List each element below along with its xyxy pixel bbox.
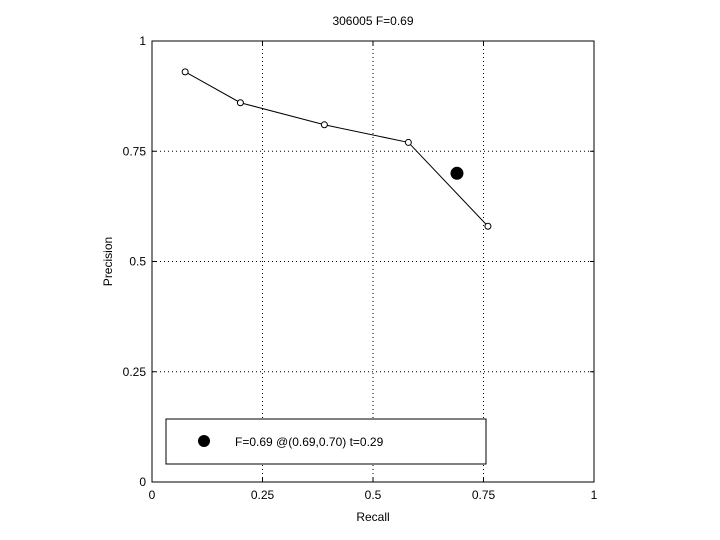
data-point — [320, 121, 328, 129]
legend-label: F=0.69 @(0.69,0.70) t=0.29 — [235, 435, 384, 449]
data-point — [404, 138, 412, 146]
y-tick-label: 0.5 — [129, 255, 146, 269]
legend-box — [165, 418, 487, 465]
data-series — [181, 68, 492, 230]
x-tick-label: 0.5 — [365, 488, 382, 502]
axis-ticks: 0 0.25 0.5 0.75 1 0 0.25 0.5 0.75 1 — [123, 34, 598, 502]
x-tick-label: 1 — [591, 488, 598, 502]
y-tick-label: 1 — [139, 34, 146, 48]
chart-title: 306005 F=0.69 — [332, 14, 413, 28]
data-point — [484, 222, 492, 230]
x-tick-label: 0.75 — [472, 488, 496, 502]
data-point — [181, 68, 189, 76]
y-tick-label: 0.25 — [123, 365, 147, 379]
series-line — [184, 71, 489, 227]
grid — [152, 41, 594, 482]
legend: F=0.69 @(0.69,0.70) t=0.29 — [165, 418, 487, 465]
y-axis-label: Precision — [101, 237, 115, 286]
y-tick-label: 0 — [139, 475, 146, 489]
x-tick-label: 0.25 — [251, 488, 275, 502]
best-f-point — [450, 166, 464, 180]
y-tick-label: 0.75 — [123, 144, 147, 158]
legend-marker — [198, 435, 210, 447]
x-tick-label: 0 — [149, 488, 156, 502]
x-axis-label: Recall — [356, 510, 389, 524]
data-point — [236, 99, 244, 107]
